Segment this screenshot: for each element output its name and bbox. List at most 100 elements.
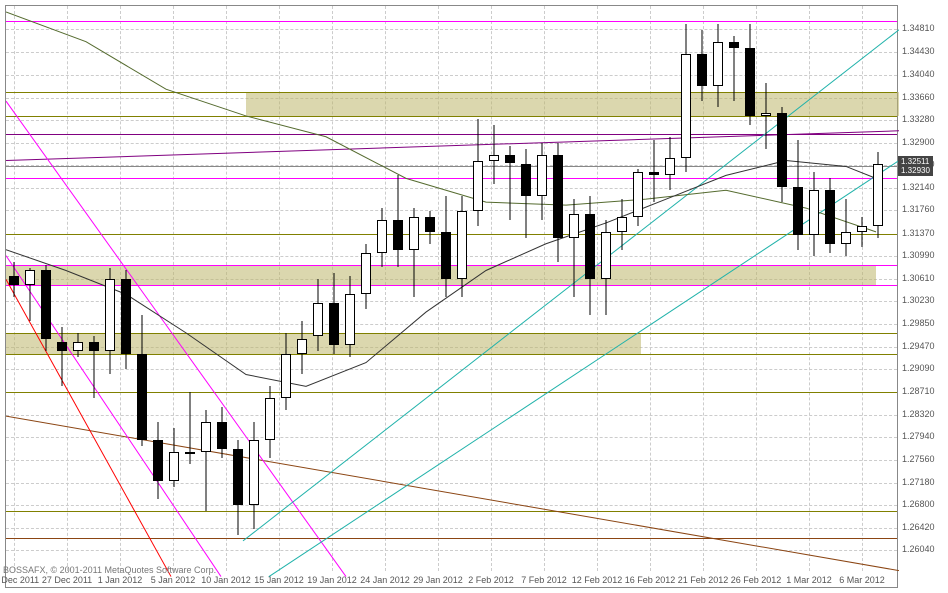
horizontal-line bbox=[6, 333, 897, 334]
x-tick-label: 2 Feb 2012 bbox=[468, 575, 514, 585]
grid-h bbox=[6, 301, 897, 302]
y-tick-label: 1.26420 bbox=[902, 522, 935, 532]
candle-body bbox=[825, 190, 835, 243]
grid-h bbox=[6, 256, 897, 257]
candle-body bbox=[25, 270, 35, 285]
y-tick-label: 1.26800 bbox=[902, 499, 935, 509]
candle-body bbox=[201, 422, 211, 452]
candle-body bbox=[377, 220, 387, 253]
candle-body bbox=[457, 211, 467, 279]
candle-body bbox=[57, 342, 67, 351]
candle-body bbox=[281, 354, 291, 399]
candle-body bbox=[41, 270, 51, 338]
x-tick-label: 15 Jan 2012 bbox=[254, 575, 304, 585]
grid-v bbox=[544, 6, 545, 571]
y-tick-label: 1.34040 bbox=[902, 69, 935, 79]
candle-body bbox=[265, 398, 275, 440]
grid-v bbox=[703, 6, 704, 571]
candle-body bbox=[697, 54, 707, 87]
y-tick-label: 1.27180 bbox=[902, 477, 935, 487]
grid-h bbox=[6, 210, 897, 211]
x-tick-label: 12 Feb 2012 bbox=[572, 575, 623, 585]
grid-h bbox=[6, 75, 897, 76]
x-tick-label: 21 Feb 2012 bbox=[678, 575, 729, 585]
y-tick-label: 1.27560 bbox=[902, 454, 935, 464]
horizontal-line bbox=[6, 21, 897, 22]
candle-body bbox=[521, 164, 531, 197]
candle-body bbox=[9, 276, 19, 285]
candle-body bbox=[345, 294, 355, 345]
candle-body bbox=[505, 155, 515, 164]
grid-v bbox=[597, 6, 598, 571]
y-tick-label: 1.32140 bbox=[902, 182, 935, 192]
grid-h bbox=[6, 528, 897, 529]
candle-wick bbox=[846, 199, 847, 255]
candle-body bbox=[601, 232, 611, 280]
grid-v bbox=[491, 6, 492, 571]
candle-body bbox=[297, 339, 307, 354]
candle-body bbox=[537, 155, 547, 197]
y-tick-label: 1.31760 bbox=[902, 204, 935, 214]
grid-h bbox=[6, 120, 897, 121]
grid-v bbox=[279, 6, 280, 571]
horizontal-line bbox=[6, 116, 897, 117]
candlestick-chart: 22 Dec 201127 Dec 20111 Jan 20125 Jan 20… bbox=[0, 0, 948, 593]
grid-v bbox=[226, 6, 227, 571]
grid-v bbox=[67, 6, 68, 571]
price-marker: 1.32511 1.32930 bbox=[898, 156, 933, 176]
grid-v bbox=[862, 6, 863, 571]
candle-body bbox=[585, 214, 595, 279]
candle-body bbox=[233, 449, 243, 505]
candle-body bbox=[633, 172, 643, 217]
candle-body bbox=[729, 42, 739, 48]
grid-h bbox=[6, 143, 897, 144]
y-tick-label: 1.28320 bbox=[902, 409, 935, 419]
x-tick-label: 22 Dec 2011 bbox=[0, 575, 39, 585]
candle-body bbox=[681, 54, 691, 158]
candle-body bbox=[89, 342, 99, 351]
candle-body bbox=[665, 158, 675, 176]
plot-area[interactable]: 22 Dec 201127 Dec 20111 Jan 20125 Jan 20… bbox=[5, 5, 898, 588]
y-tick-label: 1.26040 bbox=[902, 544, 935, 554]
horizontal-line bbox=[6, 285, 897, 286]
price-zone bbox=[6, 333, 641, 354]
price-marker-sub: 1.32930 bbox=[901, 166, 930, 175]
candle-body bbox=[73, 342, 83, 351]
grid-v bbox=[756, 6, 757, 571]
x-tick-label: 27 Dec 2011 bbox=[42, 575, 92, 585]
candle-body bbox=[553, 155, 563, 238]
candle-body bbox=[649, 172, 659, 175]
candle-body bbox=[137, 354, 147, 440]
candle-wick bbox=[862, 217, 863, 247]
grid-h bbox=[6, 505, 897, 506]
price-marker-value: 1.32511 bbox=[901, 157, 930, 166]
candle-body bbox=[393, 220, 403, 250]
candle-body bbox=[617, 217, 627, 232]
y-tick-label: 1.33660 bbox=[902, 92, 935, 102]
horizontal-line bbox=[6, 166, 897, 167]
grid-h bbox=[6, 550, 897, 551]
grid-v bbox=[650, 6, 651, 571]
x-tick-label: 6 Mar 2012 bbox=[839, 575, 885, 585]
candle-body bbox=[777, 113, 787, 187]
candle-wick bbox=[62, 327, 63, 386]
candle-body bbox=[409, 217, 419, 250]
candle-body bbox=[425, 217, 435, 232]
grid-v bbox=[385, 6, 386, 571]
grid-h bbox=[6, 483, 897, 484]
candle-body bbox=[249, 440, 259, 505]
grid-h bbox=[6, 29, 897, 30]
horizontal-line bbox=[6, 265, 897, 266]
candle-wick bbox=[654, 140, 655, 202]
y-tick-label: 1.29090 bbox=[902, 363, 935, 373]
y-tick-label: 1.29470 bbox=[902, 341, 935, 351]
candle-body bbox=[217, 422, 227, 449]
y-tick-label: 1.33280 bbox=[902, 114, 935, 124]
y-tick-label: 1.32900 bbox=[902, 137, 935, 147]
candle-body bbox=[441, 232, 451, 280]
x-tick-label: 19 Jan 2012 bbox=[307, 575, 357, 585]
y-tick-label: 1.34430 bbox=[902, 46, 935, 56]
grid-h bbox=[6, 324, 897, 325]
y-tick-label: 1.30990 bbox=[902, 250, 935, 260]
candle-body bbox=[473, 161, 483, 212]
